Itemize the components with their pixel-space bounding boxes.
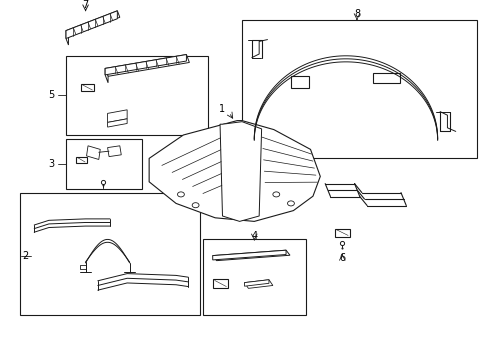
Polygon shape	[86, 146, 100, 159]
Polygon shape	[220, 122, 261, 221]
Polygon shape	[105, 68, 108, 83]
Polygon shape	[212, 250, 289, 261]
Polygon shape	[66, 31, 68, 45]
Text: 6: 6	[339, 253, 345, 264]
Polygon shape	[66, 11, 117, 39]
Polygon shape	[105, 55, 186, 75]
Polygon shape	[244, 280, 272, 288]
Polygon shape	[66, 11, 120, 37]
Polygon shape	[107, 110, 127, 122]
Text: 4: 4	[251, 231, 257, 241]
Polygon shape	[212, 250, 285, 260]
Text: 1: 1	[219, 104, 225, 114]
Polygon shape	[149, 121, 320, 221]
Polygon shape	[107, 146, 121, 157]
Text: 3: 3	[48, 159, 54, 169]
Text: 7: 7	[82, 0, 88, 10]
Text: 5: 5	[48, 90, 54, 100]
Text: 8: 8	[353, 9, 359, 19]
Polygon shape	[105, 55, 189, 76]
Text: 2: 2	[22, 251, 28, 261]
Polygon shape	[107, 119, 127, 127]
Polygon shape	[244, 280, 268, 286]
